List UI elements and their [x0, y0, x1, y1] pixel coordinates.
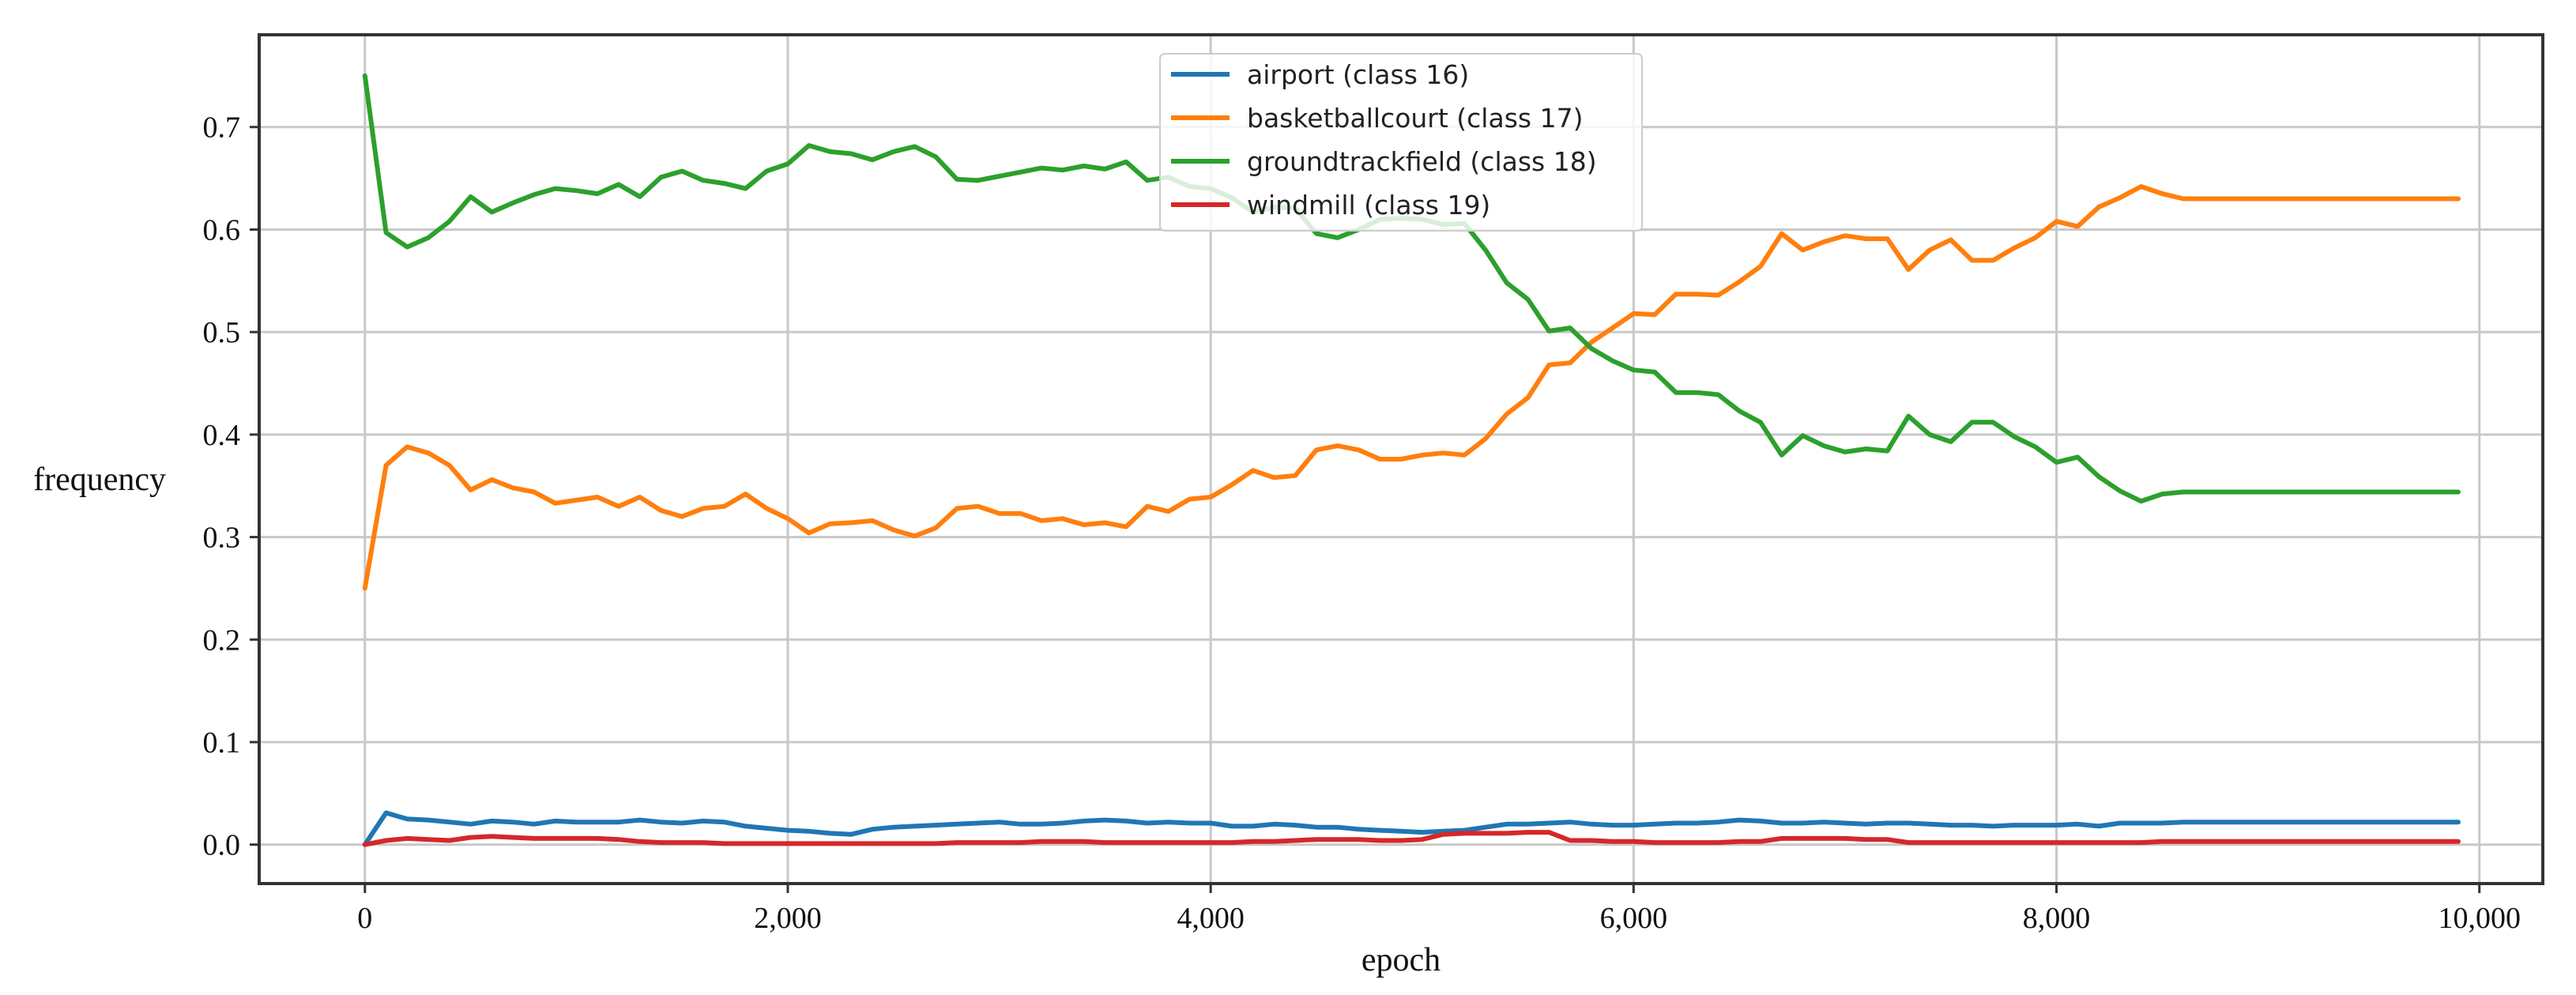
x-tick-label: 8,000: [2023, 902, 2091, 935]
series-line-1: [362, 184, 2461, 591]
x-axis-label: epoch: [1361, 942, 1441, 978]
legend-label-2: groundtrackfield (class 18): [1247, 146, 1597, 177]
y-tick-label: 0.5: [203, 316, 241, 349]
y-tick-label: 0.3: [203, 522, 241, 555]
x-tick-label: 0: [357, 902, 372, 935]
y-axis-ticks: 0.0 0.1 0.2 0.3 0.4 0.5 0.6 0.7: [203, 111, 259, 862]
series-line-0: [362, 810, 2461, 847]
legend-label-0: airport (class 16): [1247, 59, 1469, 90]
series-line-3: [362, 830, 2461, 847]
legend-label-1: basketballcourt (class 17): [1247, 103, 1583, 134]
y-tick-label: 0.6: [203, 213, 241, 247]
y-axis-label: frequency: [33, 462, 166, 498]
y-tick-label: 0.2: [203, 624, 241, 657]
x-tick-label: 6,000: [1600, 902, 1668, 935]
y-tick-label: 0.4: [203, 419, 241, 452]
legend: airport (class 16) basketballcourt (class…: [1159, 53, 1643, 232]
plot-frame: [258, 33, 2544, 885]
x-tick-label: 10,000: [2438, 902, 2521, 935]
y-tick-label: 0.1: [203, 726, 241, 759]
y-tick-label: 0.0: [203, 829, 241, 862]
legend-box: [1159, 53, 1643, 232]
legend-label-3: windmill (class 19): [1247, 190, 1490, 220]
x-tick-label: 2,000: [754, 902, 822, 935]
x-tick-label: 4,000: [1177, 902, 1245, 935]
x-axis-ticks: 0 2,000 4,000 6,000 8,000 10,000: [357, 884, 2521, 935]
y-tick-label: 0.7: [203, 111, 241, 145]
